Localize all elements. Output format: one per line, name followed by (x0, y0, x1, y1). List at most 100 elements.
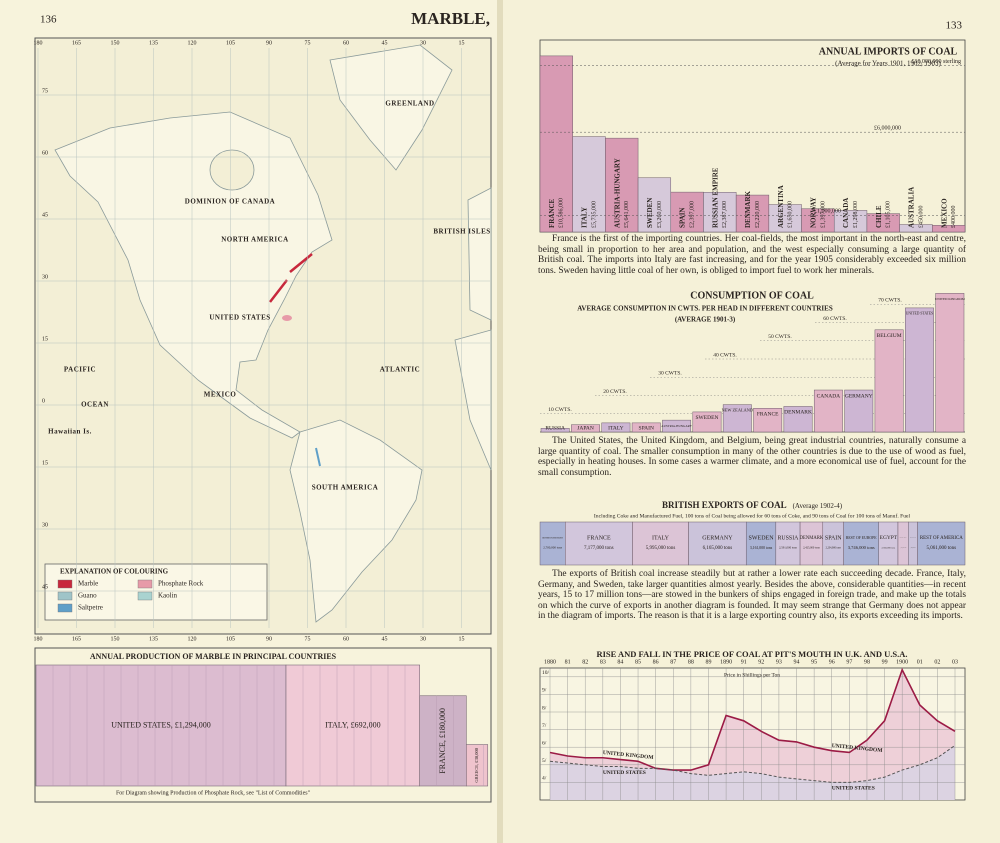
bar (572, 136, 606, 233)
map-label: ATLANTIC (380, 366, 420, 374)
map-label: BRITISH ISLES (433, 228, 490, 236)
segment (799, 521, 824, 566)
series-label: UNITED STATES (603, 770, 646, 776)
segment-value-label: 1,100,000 tons (900, 547, 907, 549)
bar (735, 194, 770, 233)
longitude-label: 180 (34, 40, 43, 46)
latitude-label: 15 (42, 460, 48, 466)
bar-category: CHILE (875, 205, 883, 228)
bar (722, 404, 752, 433)
longitude-label: 15 (459, 636, 465, 642)
segment (897, 521, 909, 566)
latitude-label: 30 (42, 522, 48, 528)
bar-category: SPAIN (679, 208, 687, 228)
bar (866, 213, 900, 233)
bar-category: AUSTRIA-HUNGARY (613, 158, 621, 228)
bar-category: DENMARK (744, 191, 752, 228)
segment-category: GERMANY (702, 535, 733, 541)
longitude-label: 30 (420, 636, 426, 642)
bar (932, 225, 966, 233)
bar-category: RUSSIAN EMPIRE (711, 167, 719, 228)
series-area (550, 745, 955, 800)
segment (908, 521, 918, 566)
legend-swatch (57, 579, 73, 589)
bar (637, 177, 672, 233)
page-number: 133 (946, 20, 963, 32)
map-label: UNITED STATES (209, 314, 270, 322)
bar-category: JAPAN (577, 425, 594, 431)
bar-category: SWEDEN (646, 198, 654, 228)
longitude-label: 90 (266, 636, 272, 642)
legend-label: Phosphate Rock (158, 580, 204, 588)
x-tick-label: 98 (864, 659, 870, 665)
europe (467, 187, 492, 321)
bar (539, 55, 573, 233)
bar-value-label: £1,105,000 (886, 201, 892, 228)
longitude-label: 75 (305, 40, 311, 46)
map-label: GREENLAND (385, 100, 434, 108)
running-title: MARBLE, (411, 9, 490, 28)
series-label: UNITED STATES (832, 786, 875, 792)
segment-category: FRANCE (587, 535, 611, 541)
longitude-label: 30 (420, 40, 426, 46)
segment-category: REST OF AMERICA (920, 536, 963, 541)
deposits (269, 253, 321, 467)
x-tick-label: 1900 (896, 659, 908, 665)
longitude-label: 150 (111, 636, 120, 642)
phosphate-deposit (282, 315, 292, 321)
map-label: NORTH AMERICA (221, 236, 289, 244)
bar (783, 406, 813, 433)
segment-value-label: 6,165,000 tons (703, 546, 733, 551)
imports-text: France is the first of the importing cou… (538, 234, 966, 276)
series-line (549, 667, 956, 771)
bar-category: UNITED STATES (906, 312, 933, 316)
y-tick-label: 40 CWTS. (713, 352, 737, 358)
segment-value-label: 5,995,000 tons (646, 546, 676, 551)
series-label: UNITED KINGDOM (831, 743, 883, 754)
legend-swatch (57, 603, 73, 613)
bar-value-label: £10,586,000 (559, 198, 565, 228)
longitude-label: 45 (382, 636, 388, 642)
bar-value-label: £400,000 (951, 206, 957, 229)
x-tick-label: 82 (582, 659, 588, 665)
reference-label: £1,000,000 (814, 209, 841, 215)
longitude-label: 135 (149, 40, 158, 46)
block-label: ITALY, £692,000 (325, 720, 381, 729)
chart-title: ANNUAL IMPORTS OF COAL (819, 46, 958, 57)
segment-category: SPAIN (825, 535, 842, 541)
series-label: UNITED KINGDOM (603, 750, 655, 761)
chart-title: ANNUAL PRODUCTION OF MARBLE IN PRINCIPAL… (90, 652, 337, 661)
block-label: GREECE, £38,000 (474, 747, 480, 782)
longitude-label: 60 (343, 636, 349, 642)
bar-category: AUSTRIA-HUNGARY (661, 424, 692, 428)
segment-value-label: 7,177,000 tons (584, 546, 614, 551)
bar-value-label: £2,220,000 (755, 201, 761, 228)
longitude-label: 105 (226, 636, 235, 642)
bar-value-label: £5,735,000 (591, 201, 597, 228)
page-number: 136 (40, 14, 57, 26)
title-text: BRITISH EXPORTS OF COAL (662, 500, 787, 510)
north-america (54, 111, 333, 439)
x-tick-label: 01 (917, 659, 923, 665)
chart-subtitle: (Average for Years 1901, 1902, 1903) (835, 60, 941, 68)
x-tick-label: 96 (829, 659, 835, 665)
bar (844, 389, 874, 433)
saltpetre-deposit (315, 447, 321, 467)
latitude-label: 45 (42, 584, 48, 590)
legend-label: Saltpetre (78, 604, 103, 612)
segment (843, 521, 879, 566)
bar (899, 224, 933, 233)
longitude-label: 90 (266, 40, 272, 46)
bar-value-label: £1,650,000 (788, 201, 794, 228)
legend-label: Marble (78, 580, 98, 588)
x-tick-label: 88 (688, 659, 694, 665)
bar-category: ITALY (608, 425, 624, 431)
legend-swatch (57, 591, 73, 601)
segment (565, 521, 633, 566)
x-tick-label: 03 (952, 659, 958, 665)
segment-category: DENMARK (800, 536, 824, 541)
bar-value-label: £2,397,000 (689, 201, 695, 228)
longitude-label: 60 (343, 40, 349, 46)
bar (670, 191, 704, 233)
